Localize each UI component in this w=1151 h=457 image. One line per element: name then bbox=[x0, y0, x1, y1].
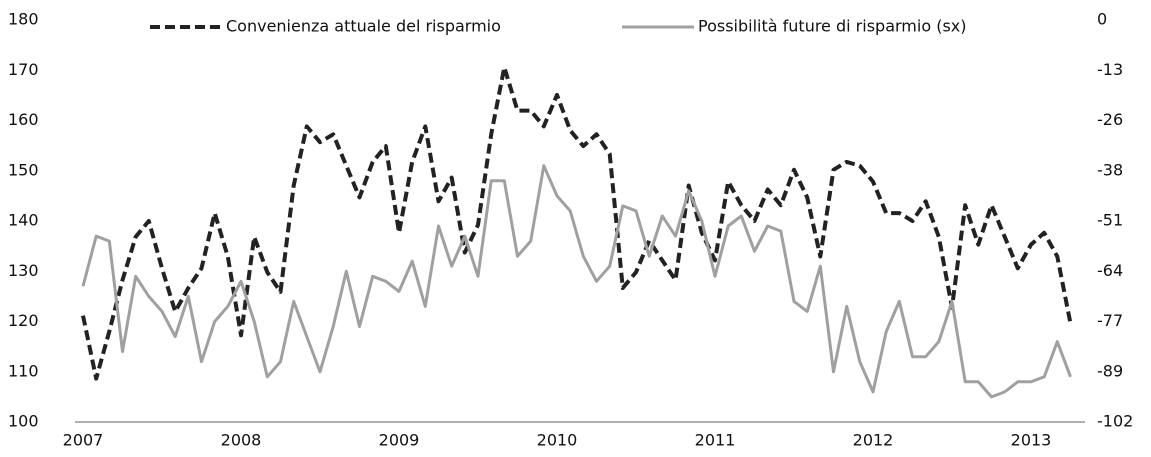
y-tick-label: 140 bbox=[8, 211, 39, 230]
series-line bbox=[81, 164, 1072, 399]
y-tick-label: 170 bbox=[8, 60, 39, 79]
y-tick-label: 120 bbox=[8, 311, 39, 330]
y-tick-label: 110 bbox=[8, 361, 39, 380]
x-tick-label: 2011 bbox=[695, 431, 736, 450]
x-tick-label: 2007 bbox=[63, 431, 104, 450]
y2-tick-label: -51 bbox=[1097, 211, 1123, 230]
legend-label: Convenienza attuale del risparmio bbox=[226, 17, 501, 36]
y-tick-label: 150 bbox=[8, 160, 39, 179]
x-tick-label: 2013 bbox=[1011, 431, 1052, 450]
y-tick-label: 130 bbox=[8, 261, 39, 280]
y2-tick-label: -64 bbox=[1097, 261, 1123, 280]
x-tick-label: 2009 bbox=[379, 431, 420, 450]
y2-tick-label: -89 bbox=[1097, 361, 1123, 380]
series-line bbox=[81, 65, 1073, 381]
y2-tick-label: -102 bbox=[1097, 412, 1133, 431]
y2-tick-label: -38 bbox=[1097, 160, 1123, 179]
x-tick-label: 2008 bbox=[221, 431, 262, 450]
y2-tick-label: 0 bbox=[1097, 10, 1107, 29]
legend-label: Possibilità future di risparmio (sx) bbox=[698, 17, 966, 36]
y2-tick-label: -77 bbox=[1097, 311, 1123, 330]
y-tick-label: 100 bbox=[8, 412, 39, 431]
x-tick-label: 2012 bbox=[853, 431, 894, 450]
y-tick-label: 160 bbox=[8, 110, 39, 129]
x-tick-label: 2010 bbox=[537, 431, 578, 450]
y-tick-label: 180 bbox=[8, 10, 39, 29]
y2-tick-label: -13 bbox=[1097, 60, 1123, 79]
y2-tick-label: -26 bbox=[1097, 110, 1123, 129]
